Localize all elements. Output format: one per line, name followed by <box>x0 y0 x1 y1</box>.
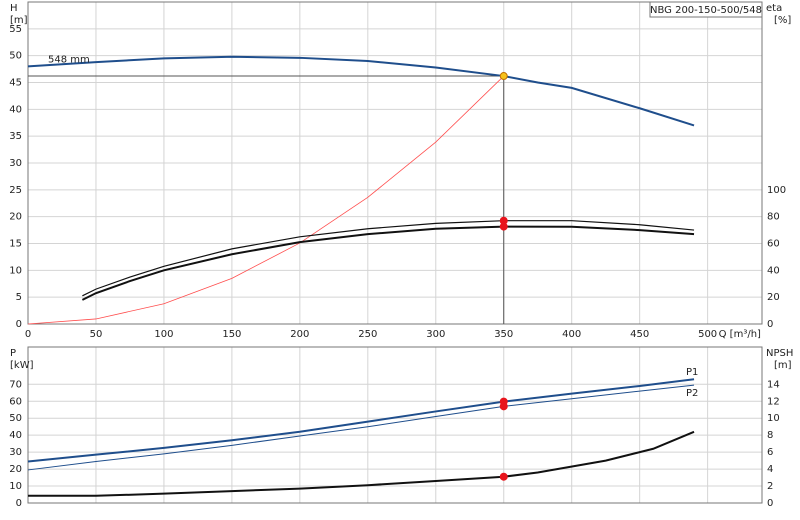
y2-tick-label: 100 <box>767 185 786 196</box>
y-axis-unit: [m] <box>10 15 28 26</box>
plot-frame <box>27 346 763 504</box>
y2-tick-label: 14 <box>767 379 780 390</box>
y2-tick-label: 0 <box>767 498 773 509</box>
x-axis-label: Q [m³/h] <box>719 329 761 340</box>
y-tick-label: 70 <box>9 379 22 390</box>
y2-tick-label: 0 <box>767 319 773 330</box>
y-tick-label: 0 <box>16 498 22 509</box>
y-tick-label: 45 <box>9 78 22 89</box>
title-box <box>649 1 763 18</box>
y2-tick-label: 60 <box>767 239 780 250</box>
y2-tick-label: 20 <box>767 292 780 303</box>
operating-point <box>499 72 508 81</box>
series-label: P1 <box>686 367 698 378</box>
y-axis-unit: [kW] <box>10 360 34 371</box>
y2-axis-unit: [m] <box>774 360 792 371</box>
x-tick-label: 350 <box>494 329 513 340</box>
x-tick-label: 200 <box>290 329 309 340</box>
operating-point <box>499 402 508 411</box>
y-tick-label: 20 <box>9 212 22 223</box>
y-tick-label: 60 <box>9 396 22 407</box>
y-axis-label: P <box>10 348 16 359</box>
y2-axis-unit: [%] <box>774 15 791 26</box>
operating-point <box>499 472 508 481</box>
x-tick-label: 400 <box>562 329 581 340</box>
series-line <box>81 225 695 301</box>
y-tick-label: 10 <box>9 265 22 276</box>
y2-tick-label: 10 <box>767 413 780 424</box>
y-axis-label: H <box>10 3 18 14</box>
y-tick-label: 40 <box>9 104 22 115</box>
series-line <box>27 75 505 325</box>
y2-tick-label: 8 <box>767 430 773 441</box>
y-tick-label: 15 <box>9 239 22 250</box>
series-line <box>28 430 695 497</box>
y-tick-label: 20 <box>9 464 22 475</box>
y-tick-label: 30 <box>9 158 22 169</box>
x-tick-label: 0 <box>25 329 31 340</box>
y-tick-label: 50 <box>9 51 22 62</box>
y2-tick-label: 40 <box>767 265 780 276</box>
x-tick-label: 300 <box>426 329 445 340</box>
x-tick-label: 150 <box>222 329 241 340</box>
x-tick-label: 50 <box>90 329 103 340</box>
series-label: P2 <box>686 388 698 399</box>
y-tick-label: 10 <box>9 481 22 492</box>
y-tick-label: 50 <box>9 413 22 424</box>
plot-frame <box>27 1 763 325</box>
series-line <box>82 220 695 297</box>
y-tick-label: 5 <box>16 292 22 303</box>
y2-tick-label: 2 <box>767 481 773 492</box>
y-tick-label: 35 <box>9 131 22 142</box>
series-line <box>27 384 695 471</box>
y2-axis-label: NPSH <box>766 348 793 359</box>
y-tick-label: 0 <box>16 319 22 330</box>
series-line <box>27 55 695 127</box>
chart-title: NBG 200-150-500/548 <box>650 5 762 16</box>
y-tick-label: 55 <box>9 24 22 35</box>
x-tick-label: 250 <box>358 329 377 340</box>
x-tick-label: 450 <box>630 329 649 340</box>
x-tick-label: 100 <box>154 329 173 340</box>
series-line <box>27 378 695 463</box>
x-tick-label: 500 <box>698 329 717 340</box>
y2-tick-label: 80 <box>767 212 780 223</box>
y2-tick-label: 12 <box>767 396 780 407</box>
operating-point <box>499 222 508 231</box>
y2-tick-label: 6 <box>767 447 773 458</box>
series-label: 548 mm <box>48 54 90 65</box>
y2-tick-label: 4 <box>767 464 773 475</box>
y-tick-label: 40 <box>9 430 22 441</box>
y2-axis-label: eta <box>766 3 782 14</box>
y-tick-label: 30 <box>9 447 22 458</box>
y-tick-label: 25 <box>9 185 22 196</box>
